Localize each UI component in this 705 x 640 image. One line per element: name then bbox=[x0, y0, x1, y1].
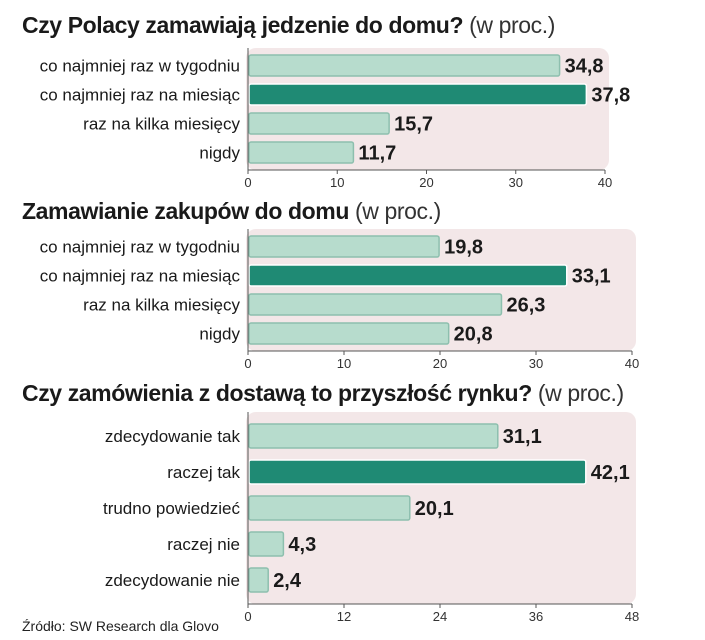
value-label: 15,7 bbox=[394, 114, 433, 136]
x-tick-label: 0 bbox=[244, 609, 251, 624]
category-label: co najmniej raz na miesiąc bbox=[40, 267, 241, 286]
value-label: 33,1 bbox=[572, 266, 611, 288]
chart-3: zdecydowanie tak 31,1 raczej tak 42,1 trudno… bbox=[103, 412, 639, 624]
category-label: nigdy bbox=[199, 325, 240, 344]
category-label: zdecydowanie tak bbox=[105, 427, 241, 446]
x-tick-label: 10 bbox=[330, 175, 344, 190]
chart-1-title: Czy Polacy zamawiają jedzenie do domu? (w… bbox=[22, 12, 555, 39]
x-tick-label: 30 bbox=[509, 175, 523, 190]
category-label: zdecydowanie nie bbox=[105, 571, 240, 590]
value-label: 20,8 bbox=[454, 324, 493, 346]
category-label: raz na kilka miesięcy bbox=[83, 296, 240, 315]
category-label: nigdy bbox=[199, 144, 240, 163]
category-label: raczej tak bbox=[167, 463, 240, 482]
value-label: 34,8 bbox=[565, 56, 604, 78]
x-tick-label: 20 bbox=[433, 356, 447, 371]
category-label: raczej nie bbox=[167, 535, 240, 554]
value-label: 20,1 bbox=[415, 498, 454, 520]
chart-1-title-text: Czy Polacy zamawiają jedzenie do domu? bbox=[22, 12, 464, 38]
bar bbox=[248, 264, 568, 287]
bar bbox=[248, 423, 499, 449]
x-tick-label: 12 bbox=[337, 609, 351, 624]
value-label: 42,1 bbox=[591, 462, 630, 484]
value-label: 26,3 bbox=[506, 295, 545, 317]
bar bbox=[248, 459, 587, 485]
x-tick-label: 24 bbox=[433, 609, 447, 624]
value-label: 4,3 bbox=[288, 534, 316, 556]
category-label: raz na kilka miesięcy bbox=[83, 115, 240, 134]
value-label: 31,1 bbox=[503, 426, 542, 448]
x-tick-label: 36 bbox=[529, 609, 543, 624]
value-label: 11,7 bbox=[358, 143, 396, 165]
bar bbox=[248, 322, 450, 345]
x-tick-label: 0 bbox=[244, 356, 251, 371]
value-label: 19,8 bbox=[444, 237, 483, 259]
category-label: co najmniej raz w tygodniu bbox=[40, 238, 240, 257]
chart-3-title: Czy zamówienia z dostawą to przyszłość r… bbox=[22, 380, 624, 407]
bar bbox=[248, 531, 285, 557]
plot-background bbox=[246, 229, 636, 351]
plot-background bbox=[246, 48, 609, 170]
bar bbox=[248, 293, 503, 316]
x-tick-label: 30 bbox=[529, 356, 543, 371]
chart-2-title: Zamawianie zakupów do domu (w proc.) bbox=[22, 198, 441, 225]
bar bbox=[248, 495, 411, 521]
chart-1-unit: (w proc.) bbox=[469, 12, 555, 38]
bar bbox=[248, 567, 269, 593]
chart-2-title-text: Zamawianie zakupów do domu bbox=[22, 198, 349, 224]
x-tick-label: 40 bbox=[625, 356, 639, 371]
x-tick-label: 40 bbox=[598, 175, 612, 190]
value-label: 2,4 bbox=[273, 570, 302, 592]
x-tick-label: 0 bbox=[244, 175, 251, 190]
bar bbox=[248, 112, 390, 135]
chart-3-unit: (w proc.) bbox=[537, 380, 624, 406]
value-label: 37,8 bbox=[591, 85, 630, 107]
chart-3-title-text: Czy zamówienia z dostawą to przyszłość r… bbox=[22, 380, 532, 406]
category-label: co najmniej raz w tygodniu bbox=[40, 57, 240, 76]
x-tick-label: 48 bbox=[625, 609, 639, 624]
chart-1: co najmniej raz w tygodniu 34,8 co najmnie… bbox=[40, 48, 630, 190]
category-label: co najmniej raz na miesiąc bbox=[40, 86, 241, 105]
chart-2: co najmniej raz w tygodniu 19,8 co najmnie… bbox=[40, 229, 639, 371]
x-tick-label: 20 bbox=[419, 175, 433, 190]
x-tick-label: 10 bbox=[337, 356, 351, 371]
category-label: trudno powiedzieć bbox=[103, 499, 241, 518]
source-note: Źródło: SW Research dla Glovo bbox=[22, 618, 219, 634]
bar bbox=[248, 54, 561, 77]
bar bbox=[248, 235, 440, 258]
chart-2-unit: (w proc.) bbox=[354, 198, 441, 224]
bar bbox=[248, 141, 355, 164]
bar bbox=[248, 83, 588, 106]
